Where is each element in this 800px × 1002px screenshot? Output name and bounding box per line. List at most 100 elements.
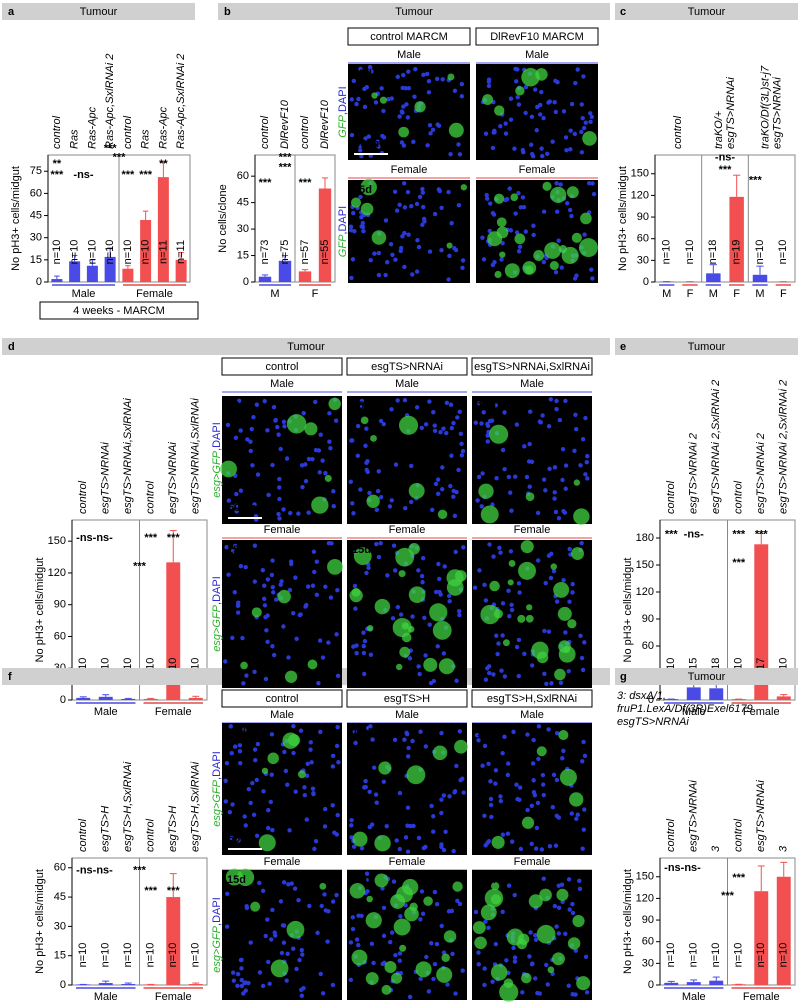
nucleus (304, 817, 309, 822)
nucleus (517, 785, 523, 790)
nucleus (498, 798, 504, 804)
day-label: 15d (352, 727, 371, 739)
nucleus (278, 446, 283, 452)
gfp-cell (550, 563, 557, 570)
y-tick-label: 15 (30, 254, 42, 266)
nucleus (278, 899, 284, 904)
n-label: n=10 (684, 240, 696, 265)
nucleus (588, 111, 593, 116)
y-tick-label: 0 (36, 276, 42, 288)
nucleus (281, 624, 286, 629)
nucleus (416, 835, 422, 841)
nucleus (276, 511, 281, 517)
row-label: Female (264, 524, 301, 536)
nucleus (500, 601, 506, 606)
nucleus (426, 90, 432, 95)
nucleus (583, 472, 588, 477)
nucleus (238, 488, 244, 493)
nucleus (420, 222, 425, 228)
nucleus (460, 265, 465, 271)
nucleus (330, 803, 335, 808)
nucleus (389, 930, 395, 935)
nucleus (498, 794, 503, 799)
nucleus (451, 494, 456, 499)
nucleus (398, 248, 403, 254)
gfp-cell (395, 547, 415, 567)
panel-title: Tumour (287, 341, 325, 353)
bar (121, 698, 136, 700)
nucleus (404, 730, 409, 736)
nucleus (488, 802, 494, 808)
bar (86, 265, 98, 282)
significance: *** (749, 174, 763, 186)
y-tick-label: 0 (648, 979, 654, 991)
nucleus (457, 608, 462, 614)
gfp-cell (482, 94, 494, 105)
gfp-cell (544, 242, 562, 259)
nucleus (569, 811, 574, 816)
nucleus (518, 846, 524, 852)
nucleus (547, 99, 552, 104)
gfp-cell (378, 761, 392, 775)
nucleus (383, 218, 389, 223)
nucleus (416, 568, 421, 573)
nucleus (441, 426, 446, 431)
gfp-cell (489, 424, 509, 444)
bar (318, 188, 332, 282)
nucleus (350, 257, 356, 262)
nucleus (524, 474, 530, 480)
nucleus (269, 732, 275, 737)
bar (166, 562, 181, 700)
gfp-cell (406, 765, 426, 785)
panel-header (218, 3, 610, 20)
y-tick-label: 180 (636, 532, 654, 544)
stain-label: esg>GFP,DAPI (211, 576, 223, 652)
nucleus (459, 453, 465, 458)
stain-label: GFP,DAPI (337, 86, 349, 137)
nucleus (348, 940, 354, 945)
nucleus (354, 937, 360, 942)
nucleus (235, 610, 241, 615)
gfp-cell (566, 186, 579, 199)
nucleus (554, 406, 559, 412)
gfp-cell (448, 122, 464, 138)
nucleus (534, 128, 539, 133)
nucleus (574, 816, 579, 822)
nucleus (440, 77, 445, 82)
nucleus (274, 597, 279, 602)
nucleus (244, 673, 249, 678)
nucleus (512, 146, 517, 151)
nucleus (236, 398, 242, 404)
gfp-cell (327, 558, 343, 575)
nucleus (525, 807, 530, 813)
nucleus (400, 234, 405, 239)
day-label: 15d (352, 874, 371, 886)
nucleus (580, 436, 586, 442)
column-header-box (347, 27, 471, 46)
gfp-cell (521, 972, 532, 984)
nucleus (580, 667, 586, 673)
nucleus (439, 810, 444, 816)
nucleus (269, 572, 275, 578)
nucleus (242, 727, 247, 733)
nucleus (460, 968, 465, 973)
scale-label: 50µm (354, 138, 383, 150)
significance: *** (259, 177, 273, 189)
y-tick-label: 0 (60, 694, 66, 706)
nucleus (560, 446, 566, 452)
nucleus (442, 564, 447, 569)
gfp-cell (571, 547, 584, 561)
gfp-cell (496, 226, 509, 239)
nucleus (509, 508, 514, 513)
gfp-cell (286, 920, 305, 939)
nucleus (384, 823, 389, 829)
gfp-cell (490, 894, 502, 905)
nucleus (532, 792, 538, 798)
nucleus (577, 878, 582, 884)
nucleus (552, 100, 557, 105)
nucleus (558, 182, 563, 187)
category-label: traKO/+ (713, 110, 725, 149)
category-label: esgTS>H,SxlRNAi (190, 761, 202, 852)
nucleus (268, 799, 273, 805)
nucleus (540, 153, 545, 159)
